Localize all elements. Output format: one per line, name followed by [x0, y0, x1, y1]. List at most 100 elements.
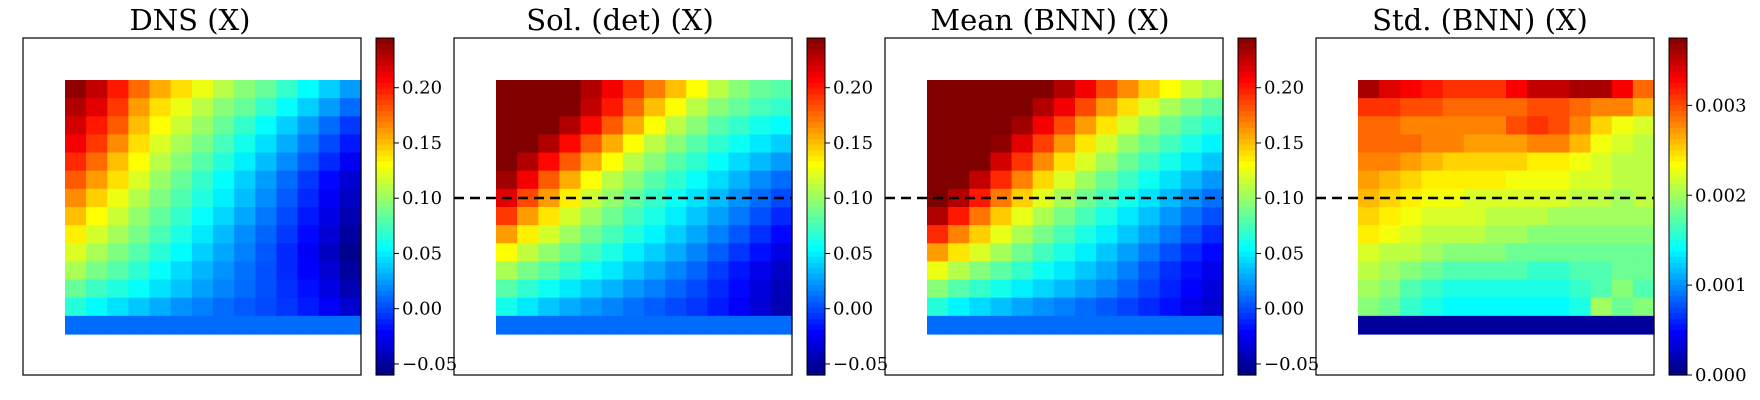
heatmap-cell: [170, 225, 193, 244]
heatmap-cell: [107, 80, 130, 99]
heatmap-cell: [255, 207, 278, 226]
heatmap-cell: [86, 134, 108, 154]
heatmap-cell: [255, 297, 278, 317]
heatmap-cell: [1180, 279, 1203, 299]
colorbar-segment: [1238, 184, 1256, 191]
heatmap-cell: [749, 170, 772, 190]
heatmap-cell: [1138, 98, 1161, 117]
colorbar-segment: [376, 105, 394, 112]
colorbar-segment: [807, 54, 825, 62]
heatmap-cell: [517, 152, 539, 172]
heatmap-cell: [728, 261, 751, 281]
heatmap-cell: [255, 279, 278, 299]
colorbar-segment: [807, 212, 825, 219]
heatmap-cell: [496, 315, 518, 335]
colorbar-segment: [376, 234, 394, 241]
heatmap-cell: [1590, 116, 1613, 136]
heatmap-cell: [149, 80, 172, 99]
colorbar-segment: [1238, 49, 1256, 56]
colorbar-segment: [376, 307, 394, 314]
axes-frame: [1315, 37, 1655, 376]
heatmap-cell: [1590, 98, 1613, 117]
colorbar-segment: [1238, 144, 1256, 151]
colorbar-segment: [1238, 346, 1256, 354]
heatmap-cell: [1379, 170, 1401, 190]
panel-title: Sol. (det) (X): [526, 3, 714, 37]
heatmap-cell: [1484, 225, 1507, 244]
colorbar-segment: [1669, 184, 1687, 191]
heatmap-cell: [1358, 98, 1380, 117]
heatmap-cell: [213, 225, 235, 244]
colorbar-segment: [1238, 318, 1256, 326]
heatmap-cell: [644, 225, 666, 244]
heatmap-cell: [622, 243, 645, 263]
heatmap-cell: [1569, 243, 1592, 263]
heatmap-cell: [255, 116, 278, 136]
heatmap-cell: [990, 116, 1013, 136]
colorbar-segment: [1238, 195, 1256, 202]
heatmap-cell: [213, 152, 235, 172]
heatmap-cell: [517, 315, 539, 335]
heatmap-cell: [707, 261, 730, 281]
heatmap-cell: [517, 243, 539, 263]
colorbar-tick-label: 0.20: [1264, 78, 1304, 99]
heatmap-cell: [1632, 243, 1655, 263]
heatmap-cell: [1096, 170, 1118, 190]
heatmap-cell: [1569, 261, 1592, 281]
heatmap-cell: [1632, 261, 1655, 281]
heatmap-cell: [1053, 279, 1076, 299]
colorbar-segment: [1669, 178, 1687, 185]
colorbar-segment: [376, 206, 394, 213]
heatmap-cell: [728, 80, 751, 99]
colorbar-tick-label: 0.003: [1695, 95, 1747, 116]
heatmap-cell: [65, 152, 87, 172]
heatmap-cell: [1527, 134, 1549, 154]
heatmap-cell: [1075, 297, 1097, 317]
heatmap-cell: [234, 116, 256, 136]
heatmap-cell: [1180, 116, 1203, 136]
heatmap-cell: [559, 243, 582, 263]
colorbar-segment: [807, 335, 825, 342]
heatmap-cell: [1442, 134, 1465, 154]
colorbar-segment: [1669, 111, 1687, 118]
colorbar-segment: [1669, 195, 1687, 202]
heatmap-cell: [339, 297, 362, 317]
heatmap-cell: [1632, 80, 1655, 99]
heatmap-cell: [1053, 261, 1076, 281]
heatmap-cell: [1053, 297, 1076, 317]
heatmap-cell: [1075, 152, 1097, 172]
heatmap-cell: [1201, 279, 1224, 299]
heatmap-cell: [1590, 207, 1613, 226]
heatmap-cell: [1032, 98, 1055, 117]
heatmap-cell: [128, 116, 151, 136]
heatmap-cell: [749, 80, 772, 99]
heatmap-cell: [339, 116, 362, 136]
colorbar-segment: [1238, 172, 1256, 180]
heatmap-cell: [276, 261, 299, 281]
heatmap-cell: [339, 315, 362, 335]
heatmap-cell: [927, 207, 949, 226]
heatmap-cell: [297, 297, 320, 317]
heatmap-cell: [297, 207, 320, 226]
colorbar-segment: [1669, 262, 1687, 269]
heatmap-cell: [276, 134, 299, 154]
heatmap-cell: [339, 170, 362, 190]
colorbar-segment: [807, 82, 825, 90]
colorbar-segment: [376, 184, 394, 191]
colorbar-segment: [376, 144, 394, 151]
colorbar-segment: [376, 352, 394, 359]
heatmap-cell: [1442, 243, 1465, 263]
heatmap-cell: [749, 98, 772, 117]
heatmap-cell: [665, 80, 687, 99]
colorbar-segment: [1669, 167, 1687, 174]
colorbar-segment: [376, 71, 394, 78]
heatmap-cell: [1632, 225, 1655, 244]
heatmap-cell: [339, 207, 362, 226]
colorbar-segment: [1669, 335, 1687, 342]
heatmap-cell: [770, 152, 793, 172]
heatmap-cell: [707, 152, 730, 172]
heatmap-cell: [496, 261, 518, 281]
heatmap-cell: [170, 116, 193, 136]
heatmap-cell: [1527, 207, 1549, 226]
colorbar-segment: [376, 363, 394, 370]
